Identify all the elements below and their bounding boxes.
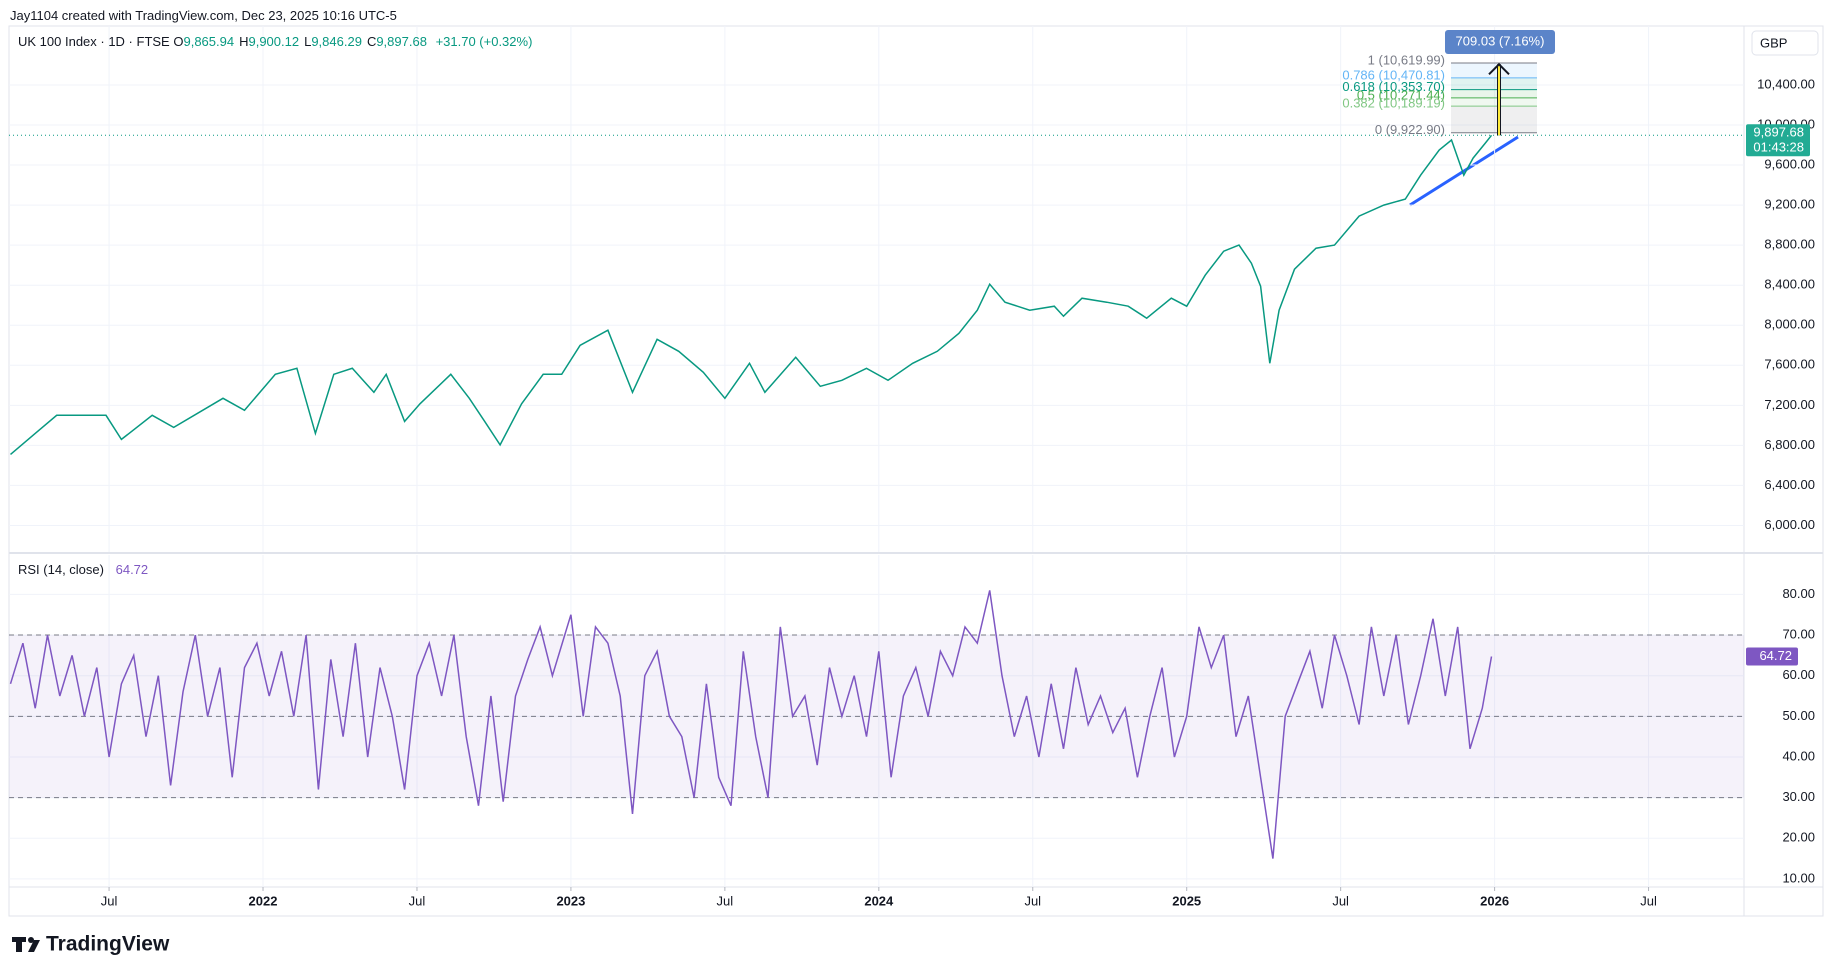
change: +31.70 (+0.32%) <box>435 34 533 49</box>
y-tick-label: 6,000.00 <box>1764 517 1815 532</box>
countdown: 01:43:28 <box>1753 140 1804 155</box>
ohlc-value: 9,900.12 <box>248 34 300 49</box>
logo-text: TradingView <box>46 933 170 956</box>
fib-label: 0 (9,922.90) <box>1375 122 1445 137</box>
rsi-title[interactable]: RSI (14, close) <box>18 562 104 577</box>
y-tick-label: 9,200.00 <box>1764 197 1815 212</box>
measure-label: 709.03 (7.16%) <box>1456 33 1545 48</box>
y-tick-label: 60.00 <box>1782 667 1815 682</box>
logo-icon <box>12 937 26 952</box>
frame <box>8 25 1824 917</box>
credit: Jay1104 created with TradingView.com, De… <box>10 8 397 23</box>
x-tick-label: 2023 <box>556 893 585 908</box>
ohlc: O9,865.94 H9,900.12 L9,846.29 C9,897.68 <box>173 34 432 49</box>
logo-icon <box>28 940 40 952</box>
legend: UK 100 Index · 1D · FTSE O9,865.94 H9,900… <box>18 34 532 49</box>
x-tick-label: 2025 <box>1172 893 1201 908</box>
ohlc-key: C <box>366 34 377 49</box>
y-tick-label: 80.00 <box>1782 586 1815 601</box>
measure-arrow-head <box>1488 62 1510 75</box>
rsi-tag-label: 64.72 <box>1759 648 1792 663</box>
y-tick-label: 7,600.00 <box>1764 357 1815 372</box>
y-tick-label: 30.00 <box>1782 789 1815 804</box>
currency-box[interactable] <box>1751 30 1819 56</box>
last-price-label: 9,897.68 <box>1753 125 1804 140</box>
x-tick-label: Jul <box>1640 893 1657 908</box>
fib-zone <box>1451 97 1537 107</box>
ohlc-value: 9,897.68 <box>376 34 427 49</box>
rsi-line <box>9 590 1493 859</box>
fib-zone <box>1451 77 1537 90</box>
rsi-tag <box>1746 647 1798 666</box>
x-tick-label: Jul <box>1024 893 1041 908</box>
y-tick-label: 9,600.00 <box>1764 156 1815 171</box>
ohlc-value: 9,865.94 <box>183 34 235 49</box>
x-tick-label: Jul <box>1332 893 1349 908</box>
ohlc-key: L <box>304 34 312 49</box>
rsi-value: 64.72 <box>115 562 149 577</box>
y-tick-label: 8,400.00 <box>1764 277 1815 292</box>
fib-zone <box>1451 106 1537 133</box>
y-tick-label: 10,400.00 <box>1757 76 1815 91</box>
y-tick-label: 8,000.00 <box>1764 317 1815 332</box>
last-price-tag <box>1746 124 1810 157</box>
currency: GBP <box>1760 35 1787 50</box>
ohlc-key: H <box>239 34 249 49</box>
measure-box <box>1445 30 1555 54</box>
fib-label: 0.5 (10,271.44) <box>1357 87 1445 102</box>
y-tick-label: 70.00 <box>1782 626 1815 641</box>
x-tick-label: Jul <box>717 893 734 908</box>
fib-label: 1 (10,619.99) <box>1368 52 1445 67</box>
y-tick-label: 7,200.00 <box>1764 397 1815 412</box>
y-tick-label: 8,800.00 <box>1764 237 1815 252</box>
rsi-legend: RSI (14, close) 64.72 <box>18 562 148 577</box>
x-tick-label: Jul <box>409 893 426 908</box>
logo: TradingView <box>12 933 170 956</box>
x-tick-label: 2026 <box>1480 893 1509 908</box>
x-tick-label: Jul <box>101 893 118 908</box>
fib-label: 0.618 (10,353.70) <box>1342 79 1445 94</box>
symbol[interactable]: UK 100 Index · 1D · FTSE <box>18 34 170 49</box>
fib-label: 0.382 (10,189.19) <box>1342 96 1445 111</box>
ohlc-value: 9,846.29 <box>311 34 362 49</box>
x-tick-label: 2022 <box>249 893 278 908</box>
ohlc-key: O <box>173 34 184 49</box>
y-tick-label: 40.00 <box>1782 748 1815 763</box>
fib-label: 0.786 (10,470.81) <box>1342 67 1445 82</box>
trendline <box>1409 135 1519 207</box>
x-tick-label: 2024 <box>864 893 894 908</box>
y-tick-label: 20.00 <box>1782 830 1815 845</box>
logo-icon <box>28 937 34 943</box>
y-tick-label: 6,800.00 <box>1764 437 1815 452</box>
y-tick-label: 50.00 <box>1782 708 1815 723</box>
y-tick-label: 10.00 <box>1782 870 1815 885</box>
price-line <box>10 134 1493 455</box>
y-tick-label: 6,400.00 <box>1764 477 1815 492</box>
fib-zone <box>1451 89 1537 98</box>
